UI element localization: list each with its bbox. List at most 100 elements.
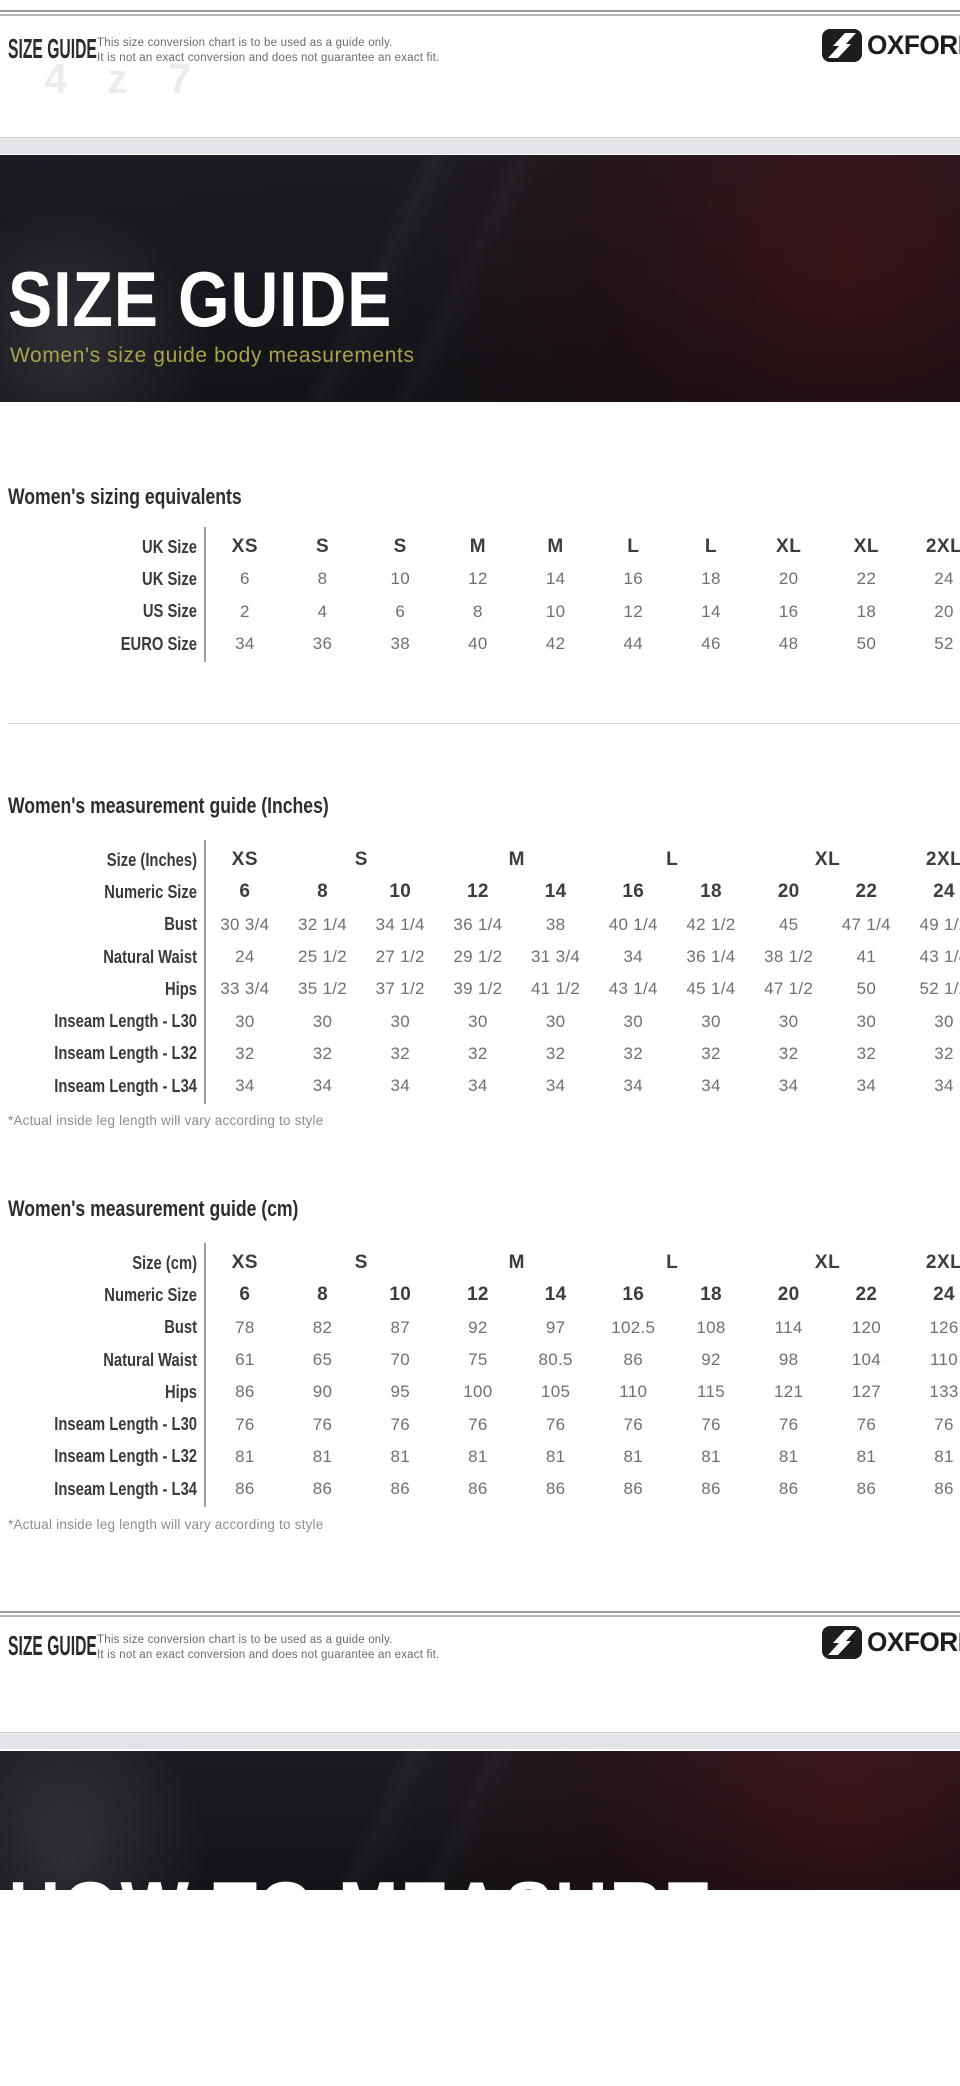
table-row: Numeric Size 6 8 10 12 14 16 18 20 22 24 xyxy=(0,876,960,908)
table-cell: 34 1/4 xyxy=(375,914,425,934)
header-title: SIZE GUIDE xyxy=(8,33,97,64)
table-cell: 24 xyxy=(933,881,955,903)
table-cell: 25 1/2 xyxy=(297,947,348,967)
table-cell: 22 xyxy=(855,1284,878,1306)
table-cell: 34 xyxy=(778,1076,799,1096)
table-cell: 81 xyxy=(545,1446,566,1466)
measurement-inches-table: Size (Inches) XS S M L XL 2XL Numeric Size 6 8 10 1… xyxy=(0,839,960,1105)
row-label: Inseam Length - L34 xyxy=(54,1478,197,1499)
page-separator-band-top xyxy=(0,137,960,154)
table-cell: 8 xyxy=(317,881,328,903)
table-cell: XS xyxy=(231,1252,259,1274)
header-note-line1: This size conversion chart is to be used… xyxy=(97,37,393,49)
table-cell: 40 xyxy=(468,634,488,654)
table-cell: 76 xyxy=(545,1414,566,1434)
table-cell: 90 xyxy=(312,1382,333,1402)
measurement-cm-table: Size (cm) XS S M L XL 2XL Numeric Size 6 8 10 12 14 1… xyxy=(0,1242,960,1508)
table-cell: 2XL xyxy=(925,1252,960,1274)
table-cell: 34 xyxy=(701,1076,721,1096)
table-cell: 48 xyxy=(778,634,799,654)
table-cell: 92 xyxy=(468,1317,488,1337)
table-cell: 30 xyxy=(390,1011,410,1031)
table-cell: 86 xyxy=(778,1479,799,1499)
row-label: UK Size xyxy=(142,536,197,557)
table-cell: 76 xyxy=(312,1414,333,1434)
table-cell: 6 xyxy=(395,601,406,621)
table-cell: M xyxy=(508,849,525,871)
table-cell: 10 xyxy=(390,569,410,589)
table-cell: 14 xyxy=(701,601,721,621)
table-cell: 115 xyxy=(696,1382,725,1402)
table-cell: 81 xyxy=(390,1446,410,1466)
hero-subtitle: Women's size guide body measurements xyxy=(10,344,415,367)
table-cell: 86 xyxy=(312,1479,333,1499)
table-cell: 86 xyxy=(623,1350,644,1370)
inches-footnote: *Actual inside leg length will vary acco… xyxy=(8,1113,324,1128)
table-cell: 41 1/2 xyxy=(531,979,581,999)
table-cell: 2XL xyxy=(925,536,960,558)
table-cell: 50 xyxy=(856,634,877,654)
table-cell: L xyxy=(627,536,640,558)
table-cell: 32 1/4 xyxy=(297,914,348,934)
table-cell: 76 xyxy=(390,1414,410,1434)
hero-banner-2: HOW TO MEASURE xyxy=(0,1751,960,1890)
table-cell: 34 xyxy=(623,947,644,967)
table-cell: 104 xyxy=(851,1350,881,1370)
table-cell: 6 xyxy=(239,881,251,903)
table-cell: 10 xyxy=(389,1284,412,1306)
table-cell: L xyxy=(666,849,679,871)
table-cell: 86 xyxy=(390,1479,410,1499)
table-cell: 76 xyxy=(468,1414,488,1434)
table-cell: 32 xyxy=(390,1043,410,1063)
table-cell: 32 xyxy=(856,1043,877,1063)
table-cell: 2XL xyxy=(925,849,960,871)
table-cell: 18 xyxy=(701,569,721,589)
table-cell: 14 xyxy=(545,569,566,589)
oxford-logo-icon xyxy=(822,29,862,62)
row-label: Numeric Size xyxy=(104,881,197,902)
table-row: Inseam Length - L30 30 30 30 30 30 30 30 30 30 30 xyxy=(0,1005,960,1037)
table-cell: 75 xyxy=(468,1350,488,1370)
table-cell: 81 xyxy=(701,1446,721,1466)
table-cell: 81 xyxy=(623,1446,644,1466)
table-cell: 2 xyxy=(239,601,250,621)
table-cell: 24 xyxy=(235,947,255,967)
row-label: Inseam Length - L34 xyxy=(54,1075,197,1096)
section-heading-measurement-cm: Women's measurement guide (cm) xyxy=(8,1196,299,1221)
table-cell: 12 xyxy=(623,601,644,621)
page-bottom-border-line-1 xyxy=(0,1611,960,1613)
header-note-line2: It is not an exact conversion and does n… xyxy=(97,52,440,64)
table-cell: 32 xyxy=(934,1043,954,1063)
table-cell: 127 xyxy=(851,1382,881,1402)
table-cell: 30 xyxy=(856,1011,877,1031)
table-cell: 76 xyxy=(934,1414,954,1434)
page-separator-band-bottom xyxy=(0,1732,960,1749)
table-cell: 110 xyxy=(619,1382,648,1402)
table-cell: 61 xyxy=(235,1350,255,1370)
row-label: Hips xyxy=(165,978,197,999)
table-cell: 65 xyxy=(312,1350,333,1370)
table-cell: 18 xyxy=(856,601,877,621)
table-cell: 33 3/4 xyxy=(220,979,270,999)
table-row: Numeric Size 6 8 10 12 14 16 18 20 22 24 xyxy=(0,1279,960,1311)
table-cell: 39 1/2 xyxy=(453,979,503,999)
table-cell: 16 xyxy=(622,1284,645,1306)
table-cell: 43 1/4 xyxy=(608,979,658,999)
table-cell: 114 xyxy=(774,1317,803,1337)
table-cell: 14 xyxy=(544,1284,567,1306)
table-cell: 81 xyxy=(235,1446,255,1466)
table-row: Natural Waist 24 25 1/2 27 1/2 29 1/2 31 3/4 3… xyxy=(0,941,960,973)
table-cell: 45 1/4 xyxy=(686,979,736,999)
page-watermark: 4 z 7 xyxy=(44,55,206,102)
table-row: UK Size 6 8 10 12 14 16 18 20 22 24 xyxy=(0,563,960,595)
table-cell: 76 xyxy=(778,1414,799,1434)
table-cell: 10 xyxy=(545,601,566,621)
table-cell: 10 xyxy=(389,881,412,903)
table-cell: XL xyxy=(776,536,802,558)
section-heading-measurement-inches: Women's measurement guide (Inches) xyxy=(8,793,329,818)
table-cell: 8 xyxy=(317,1284,328,1306)
table-cell: XS xyxy=(231,849,259,871)
table-cell: 110 xyxy=(930,1350,959,1370)
table-cell: 76 xyxy=(701,1414,721,1434)
